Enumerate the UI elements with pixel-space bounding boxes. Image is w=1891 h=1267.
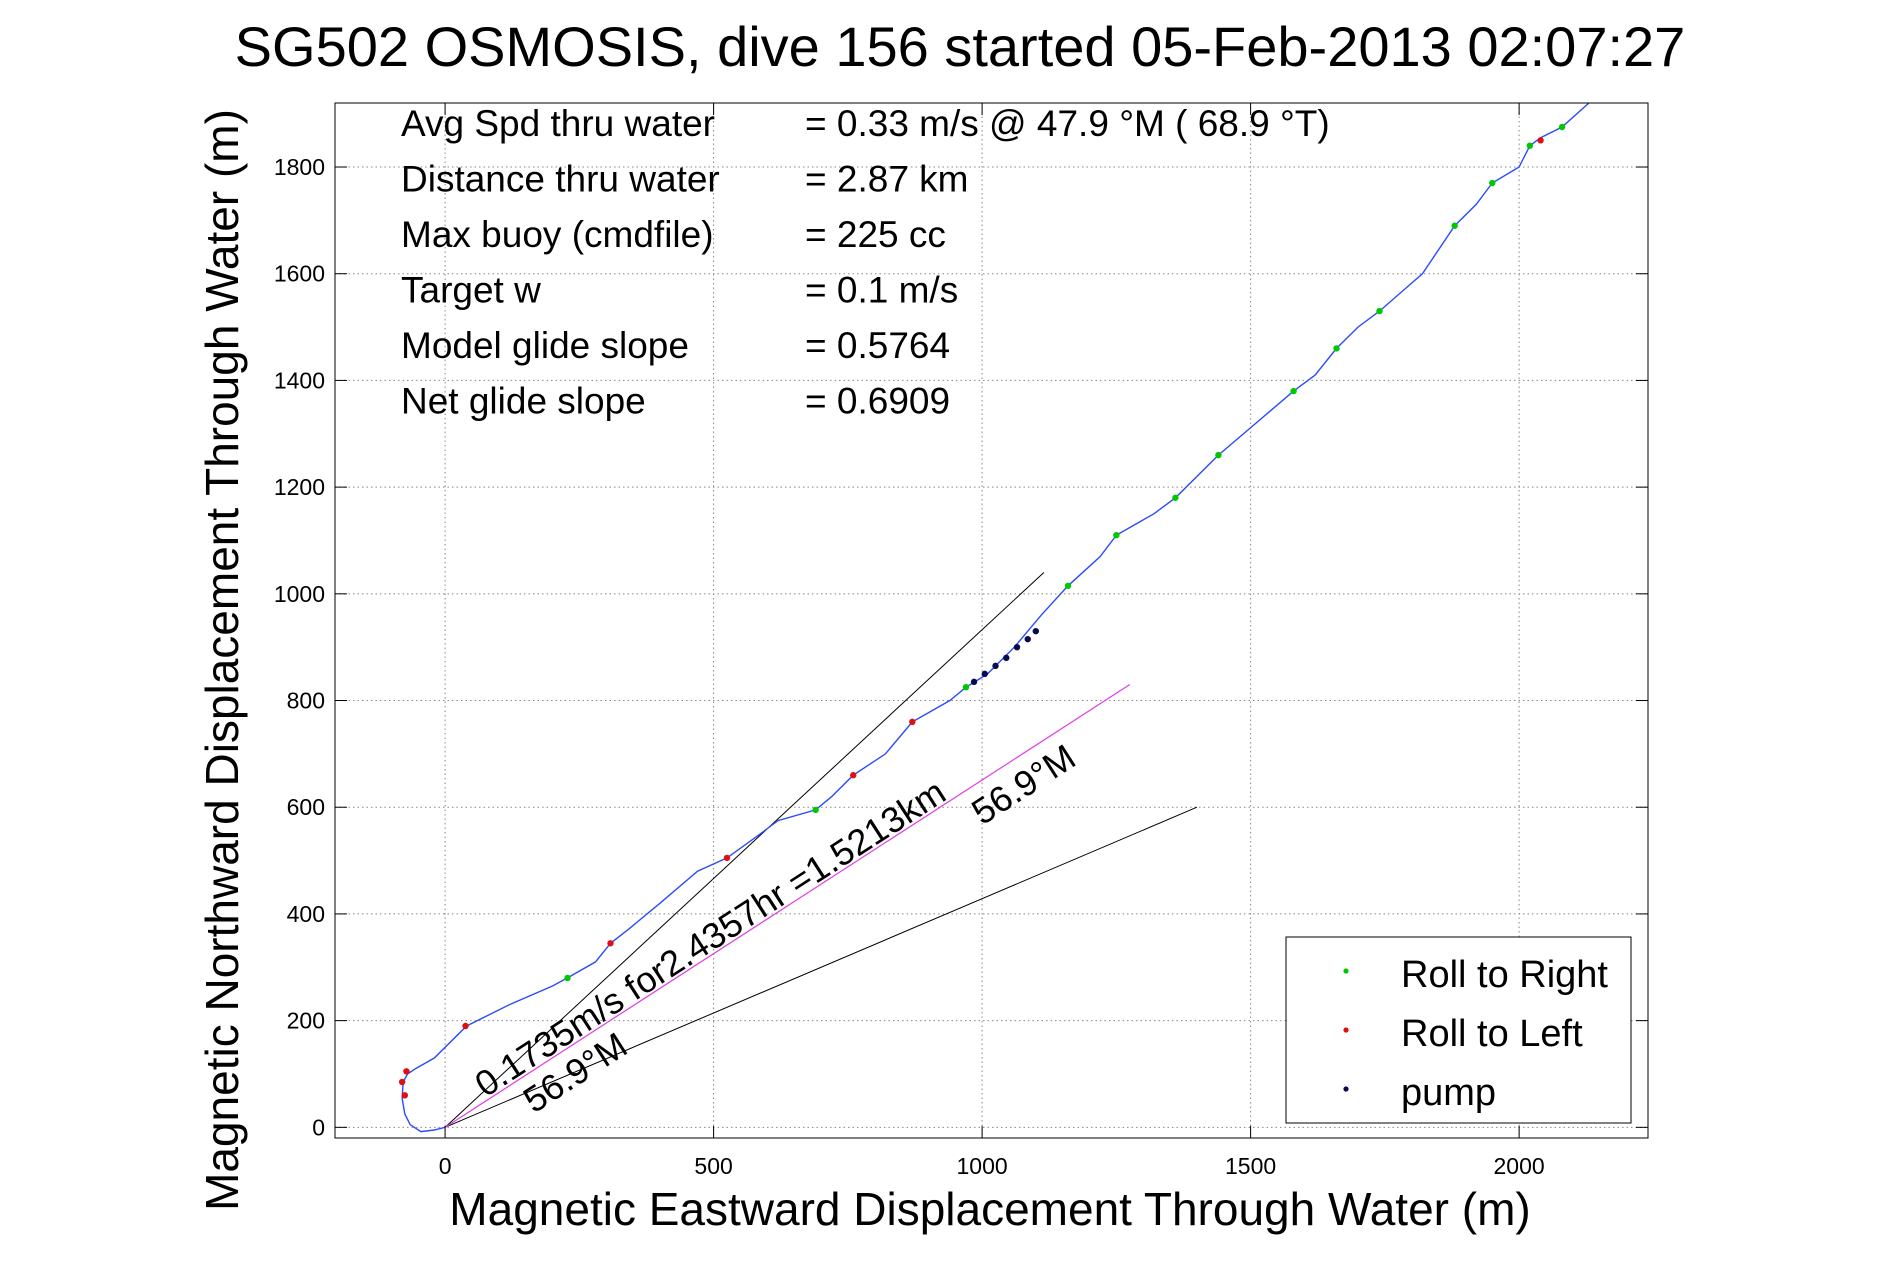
y-tick-label: 1200 bbox=[274, 474, 325, 500]
x-tick-label: 0 bbox=[439, 1153, 452, 1179]
roll-right-point bbox=[1451, 222, 1458, 229]
y-axis-label: Magnetic Northward Displacement Through … bbox=[196, 109, 248, 1211]
x-tick-label: 1500 bbox=[1225, 1153, 1276, 1179]
roll-right-point bbox=[1558, 123, 1566, 131]
roll-left-legend-marker bbox=[1343, 1027, 1349, 1033]
roll-right-point bbox=[1172, 494, 1179, 501]
ticks: 0 500 1000 1500 2000 0 200 400 600 800 1000 1200 140… bbox=[274, 103, 1648, 1179]
roll-right-point bbox=[1526, 142, 1534, 149]
x-tick-label: 500 bbox=[694, 1153, 732, 1179]
roll-right-legend-marker bbox=[1343, 968, 1349, 974]
legend-label: pump bbox=[1401, 1072, 1496, 1114]
chart-title: SG502 OSMOSIS, dive 156 started 05-Feb-2… bbox=[235, 15, 1686, 78]
y-tick-label: 200 bbox=[287, 1008, 325, 1034]
stat-value: = 225 cc bbox=[805, 214, 946, 255]
roll-right-point bbox=[1064, 582, 1072, 590]
y-tick-label: 800 bbox=[287, 688, 325, 714]
y-tick-label: 1600 bbox=[274, 261, 325, 287]
pump-point bbox=[1024, 635, 1031, 643]
stat-value: = 0.1 m/s bbox=[805, 270, 958, 311]
y-tick-label: 600 bbox=[287, 794, 325, 820]
y-tick-label: 1000 bbox=[274, 581, 325, 607]
heading-line bbox=[444, 806, 1198, 1128]
roll-right-point bbox=[1489, 179, 1496, 187]
roll-left-point bbox=[401, 1092, 409, 1099]
stat-value: = 0.33 m/s @ 47.9 °M ( 68.9 °T) bbox=[805, 103, 1330, 144]
marker-layer bbox=[398, 123, 1566, 1099]
x-axis-label: Magnetic Eastward Displacement Through W… bbox=[449, 1183, 1530, 1235]
roll-left-point bbox=[723, 854, 731, 862]
stat-label: Target w bbox=[401, 270, 541, 311]
track-layer bbox=[401, 102, 1590, 1133]
roll-left-point bbox=[462, 1022, 469, 1030]
current-vector-label: 0.1735m/s for2.4357hr =1.5213km bbox=[467, 771, 952, 1105]
x-tick-label: 2000 bbox=[1494, 1153, 1545, 1179]
stat-label: Net glide slope bbox=[401, 381, 646, 422]
x-tick-label: 1000 bbox=[957, 1153, 1008, 1179]
legend-label: Roll to Left bbox=[1401, 1013, 1583, 1055]
roll-right-point bbox=[1333, 345, 1340, 352]
axes-frame bbox=[334, 102, 1649, 1139]
reference-lines bbox=[444, 572, 1198, 1128]
roll-left-point bbox=[398, 1078, 406, 1086]
stat-value: = 0.5764 bbox=[805, 325, 950, 366]
stat-label: Distance thru water bbox=[401, 159, 720, 200]
roll-right-point bbox=[962, 683, 970, 691]
pump-point bbox=[992, 662, 999, 670]
pump-point bbox=[1003, 654, 1010, 662]
roll-left-point bbox=[1537, 137, 1544, 144]
pump-point bbox=[970, 678, 978, 686]
roll-right-point bbox=[1113, 531, 1120, 539]
glider-track-line bbox=[401, 102, 1590, 1133]
stat-value: = 0.6909 bbox=[805, 381, 950, 422]
stat-label: Max buoy (cmdfile) bbox=[401, 214, 714, 255]
roll-right-point bbox=[812, 806, 819, 814]
stat-label: Avg Spd thru water bbox=[401, 103, 715, 144]
legend-label: Roll to Right bbox=[1401, 954, 1608, 996]
roll-left-point bbox=[909, 718, 916, 726]
roll-left-point bbox=[850, 772, 857, 779]
pump-legend-marker bbox=[1343, 1086, 1349, 1092]
roll-right-point bbox=[1290, 387, 1297, 395]
heading-line bbox=[444, 572, 1045, 1128]
roll-left-point bbox=[403, 1068, 410, 1075]
roll-right-point bbox=[1215, 451, 1222, 459]
pump-point bbox=[1013, 643, 1021, 651]
current-vector-line bbox=[444, 684, 1131, 1128]
heading-label-end: 56.9°M bbox=[964, 736, 1082, 833]
pump-point bbox=[1032, 627, 1040, 635]
stats-panel: Avg Spd thru water = 0.33 m/s @ 47.9 °M (… bbox=[401, 103, 1330, 422]
stat-value: = 2.87 km bbox=[805, 159, 969, 200]
legend: Roll to Right Roll to Left pump bbox=[1285, 936, 1632, 1124]
y-tick-label: 1400 bbox=[274, 367, 325, 393]
y-tick-label: 400 bbox=[287, 901, 325, 927]
stat-label: Model glide slope bbox=[401, 325, 689, 366]
roll-right-point bbox=[1376, 307, 1383, 315]
roll-right-point bbox=[564, 974, 571, 982]
roll-left-point bbox=[607, 940, 614, 947]
y-tick-label: 0 bbox=[312, 1114, 325, 1140]
y-tick-label: 1800 bbox=[274, 154, 325, 180]
pump-point bbox=[981, 670, 988, 678]
